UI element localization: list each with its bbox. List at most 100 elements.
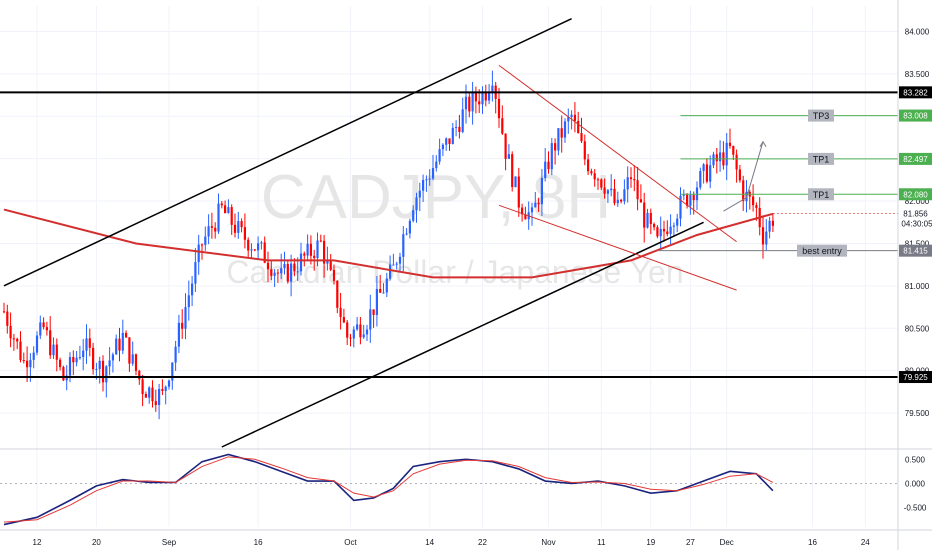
time-tick-label: 16 [808,538,817,547]
candle-body [715,154,718,162]
candle-body [616,199,619,204]
price-tick-label: 81.000 [905,282,930,291]
candle-body [389,264,392,279]
candle-body [148,387,151,398]
candle-body [765,231,768,245]
candle-body [412,210,415,221]
candle-body [26,360,29,368]
candle-body [514,176,517,188]
candle-body [461,109,464,132]
candle-body [629,177,633,180]
candle-body [32,352,35,360]
candle-body [167,380,171,387]
candle-body [42,322,45,328]
candle-body [118,338,121,351]
candle-body [692,194,695,201]
candle-body [204,236,207,245]
price-tick-label: 79.500 [905,409,930,418]
ma-line [3,208,774,279]
tp-axis-tag-text: 82.080 [903,190,928,199]
candle-body [187,295,190,308]
candle-body [669,226,672,234]
candle-body [336,280,339,308]
candle-body [283,263,286,269]
candle-body [293,263,296,272]
candle-body [230,207,233,225]
candle-body [158,389,161,405]
candle-body [359,324,362,338]
candle-body [22,360,25,362]
candle-body [445,138,448,145]
candle-body [537,202,540,205]
candle-body [610,188,613,191]
candle-body [768,220,771,232]
candle-body [29,359,32,368]
candle-body [639,199,642,203]
candle-body [682,194,685,196]
candle-body [164,386,167,391]
tp-axis-tag-box [899,109,932,122]
candle-body [474,92,477,102]
time-tick-label: Oct [344,538,357,547]
candle-body [161,389,164,391]
candle-body [342,317,345,323]
time-tick-label: 11 [597,538,606,547]
candle-body [699,170,702,188]
candle-body [649,212,652,224]
oscillator-panel [0,448,932,526]
candle-body [626,177,629,190]
candle-body [224,205,227,214]
candle-body [115,338,118,355]
candle-body [379,288,382,293]
candle-body [659,228,662,237]
candle-body [755,205,758,208]
candle-body [88,338,91,348]
candle-body [227,207,230,214]
candle-body [273,272,276,276]
entry-tag-box [797,244,847,257]
candle-body [382,292,385,294]
candle-body [177,322,180,347]
candle-body [418,190,421,198]
candle-body [497,98,501,119]
candle-body [481,91,484,105]
candle-body [653,223,656,228]
candle-body [306,243,309,256]
candle-body [260,242,263,244]
candle-body [253,249,256,251]
candle-body [689,194,692,206]
candle-body [676,218,679,226]
candle-body [352,329,355,339]
candle-body [471,92,474,112]
osc-series-line [3,456,774,523]
candle-body [441,144,444,150]
candle-body [504,133,507,159]
axis-tags: 83.282 79.925 83.008 82.497 82.080 81.415 81.8… [899,86,932,384]
candle-body [606,190,609,194]
trendline [498,204,737,291]
candle-body [369,309,372,330]
level-tag-text: 79.925 [903,373,928,382]
trendline [498,64,737,243]
candle-body [557,128,560,151]
candle-body [372,309,375,315]
candle-body [392,264,395,266]
candle-body [662,228,666,232]
candle-body [309,243,312,256]
candle-body [395,263,398,265]
price-tick-label: 83.500 [905,70,930,79]
price-tick-label: 82.000 [905,197,930,206]
osc-tick-label: -0.500 [904,504,927,513]
candle-body [656,227,659,237]
candle-body [316,240,319,259]
countdown-label: 04:30:05 [901,219,932,228]
candle-body [534,202,537,208]
candle-body [742,180,745,202]
candle-body [547,161,550,170]
trendline [3,18,572,287]
candle-body [646,212,649,228]
candle-body [138,370,141,380]
candle-body [633,179,636,181]
price-levels: TP3 TP1 TP1 best entry [0,91,898,379]
